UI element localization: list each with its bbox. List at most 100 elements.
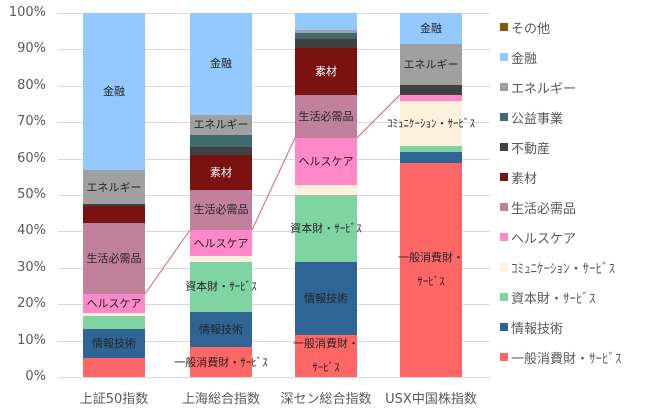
bar-segment: ヘルスケア	[295, 137, 357, 185]
bar-segment: 生活必需品	[295, 94, 357, 138]
legend-item: 一般消費財・ｻｰﾋﾞｽ	[500, 342, 622, 372]
legend-swatch-icon	[500, 143, 508, 151]
bar-segment	[295, 13, 357, 31]
bar-1: 情報技術 ヘルスケア 生活必需品 エネルギー 金融	[83, 13, 145, 377]
legend-item: 公益事業	[500, 102, 622, 132]
bar-segment	[295, 184, 357, 195]
bar-segment: 資本財・ｻｰﾋﾞｽ	[185, 262, 257, 312]
legend-swatch-icon	[500, 53, 508, 61]
segment-label: 生活必需品	[298, 109, 354, 123]
legend-swatch-icon	[500, 83, 508, 91]
legend-swatch-icon	[500, 113, 508, 121]
x-tick-label: 深セン総合指数	[280, 392, 372, 407]
y-tick-label: 60%	[17, 150, 46, 166]
bar-segment	[295, 38, 357, 48]
bar-segment	[400, 145, 462, 153]
bar-segment: ヘルスケア	[190, 229, 252, 257]
bar-segment: 素材	[190, 154, 252, 190]
bar-segment: 金融	[190, 13, 252, 115]
legend-label: その他	[511, 21, 551, 37]
gridline	[58, 268, 490, 269]
legend-swatch-icon	[500, 353, 508, 361]
bar-segment: エネルギー	[190, 114, 252, 135]
bar-segment: 生活必需品	[190, 189, 252, 230]
bar-2: 一般消費財・ｻｰﾋﾞｽ 情報技術 資本財・ｻｰﾋﾞｽ ヘルスケア 生活必需品 素材 エネルギ…	[174, 13, 268, 377]
legend-label: ｺﾐｭﾆｹｰｼｮﾝ・ｻｰﾋﾞｽ	[511, 261, 616, 277]
segment-label: ヘルスケア	[298, 154, 354, 168]
legend-item: その他	[500, 12, 622, 42]
legend-label: 公益事業	[511, 111, 564, 127]
legend-swatch-icon	[500, 173, 508, 181]
segment-label: ヘルスケア	[86, 296, 142, 310]
segment-label: エネルギー	[403, 58, 459, 72]
legend-swatch-icon	[500, 233, 508, 241]
legend-swatch-icon	[500, 293, 508, 301]
segment-label: 情報技術	[304, 292, 348, 306]
bar-segment	[83, 315, 145, 329]
y-tick-label: 90%	[17, 41, 46, 57]
bar-segment	[190, 146, 252, 155]
bar-segment	[190, 256, 252, 262]
gridline	[58, 341, 490, 342]
gridline	[58, 122, 490, 123]
x-tick-label: USX中国株指数	[385, 392, 477, 407]
legend-label: 情報技術	[511, 321, 564, 337]
y-tick-label: 20%	[17, 296, 46, 312]
gridline	[58, 86, 490, 87]
bar-segment	[295, 33, 357, 39]
bar-segment: 一般消費財・ｻｰﾋﾞｽ	[398, 162, 464, 377]
segment-label: 情報技術	[199, 323, 243, 336]
series-line	[251, 137, 296, 231]
legend-item: 情報技術	[500, 312, 622, 342]
segment-label: 金融	[420, 21, 442, 35]
bar-segment: 金融	[83, 13, 145, 170]
segment-label: 情報技術	[92, 337, 136, 351]
segment-label: エネルギー	[193, 118, 249, 132]
gridline	[58, 304, 490, 305]
bar-segment: ヘルスケア	[83, 294, 145, 313]
bar-segment: エネルギー	[400, 43, 462, 86]
bar-3: 一般消費財・ ｻｰﾋﾞｽ 情報技術 資本財・ｻｰﾋﾞｽ ヘルスケア 生活必需品 素材	[290, 13, 362, 377]
legend-swatch-icon	[500, 23, 508, 31]
bar-segment	[83, 204, 145, 206]
legend-label: 不動産	[511, 141, 551, 157]
legend-item: 不動産	[500, 132, 622, 162]
segment-label: 一般消費財・ｻｰﾋﾞｽ	[293, 337, 359, 375]
segment-label: 素材	[210, 165, 232, 179]
bar-segment	[83, 358, 145, 377]
legend-label: 素材	[511, 171, 538, 187]
bar-segment: 情報技術	[83, 328, 145, 359]
segment-label: ｺﾐｭﾆｹｰｼｮﾝ・ｻｰﾋﾞｽ	[387, 116, 475, 130]
y-tick-label: 0%	[25, 369, 46, 384]
y-tick-label: 10%	[17, 332, 46, 348]
legend-label: ヘルスケア	[511, 231, 577, 247]
segment-label: 素材	[315, 64, 337, 78]
y-tick-label: 70%	[17, 114, 46, 130]
segment-label: 一般消費財・ｻｰﾋﾞｽ	[174, 355, 268, 369]
bar-segment: ｺﾐｭﾆｹｰｼｮﾝ・ｻｰﾋﾞｽ	[387, 101, 475, 146]
bar-segment: 金融	[400, 13, 462, 44]
bar-segment: エネルギー	[83, 169, 145, 205]
y-tick-label: 30%	[17, 259, 46, 275]
bar-segment	[400, 94, 462, 102]
bar-segment: 生活必需品	[83, 223, 145, 295]
legend-item: 生活必需品	[500, 192, 622, 222]
bar-segment	[400, 152, 462, 163]
gridline	[58, 377, 490, 378]
legend-item: エネルギー	[500, 72, 622, 102]
segment-label: 金融	[103, 84, 125, 98]
legend-label: 一般消費財・ｻｰﾋﾞｽ	[511, 351, 622, 367]
gridline	[58, 231, 490, 232]
bar-segment	[83, 205, 145, 224]
bar-4: 一般消費財・ ｻｰﾋﾞｽ ｺﾐｭﾆｹｰｼｮﾝ・ｻｰﾋﾞｽ エネルギー 金融	[387, 13, 475, 377]
bar-segment	[400, 85, 462, 95]
segment-label: 資本財・ｻｰﾋﾞｽ	[290, 222, 362, 235]
y-tick-label: 40%	[17, 223, 46, 239]
bar-segment: 情報技術	[190, 311, 252, 348]
gridline	[58, 13, 490, 14]
legend-item: 素材	[500, 162, 622, 192]
x-tick-label: 上証50指数	[79, 392, 149, 407]
legend-item: 資本財・ｻｰﾋﾞｽ	[500, 282, 622, 312]
legend-label: エネルギー	[511, 81, 577, 97]
segment-label: 生活必需品	[193, 203, 249, 217]
